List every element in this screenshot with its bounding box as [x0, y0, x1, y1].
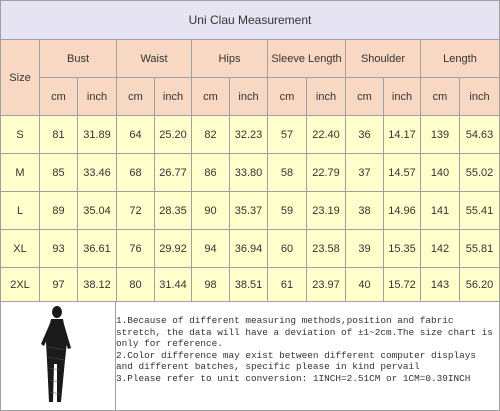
unit-header: cm: [346, 78, 384, 116]
photo-cell: [0, 302, 116, 411]
measurement: 31.89: [78, 116, 117, 154]
unit-header: inch: [78, 78, 117, 116]
measurement: 55.81: [460, 230, 500, 268]
measurement: 97: [40, 268, 78, 302]
measurement: 29.92: [155, 230, 192, 268]
measurement: 25.20: [155, 116, 192, 154]
measurement: 37: [346, 154, 384, 192]
measurement: 22.79: [307, 154, 346, 192]
notes: 1.Because of different measuring methods…: [116, 315, 498, 384]
unit-header: inch: [384, 78, 421, 116]
measurement: 38.51: [230, 268, 268, 302]
measurement: 72: [117, 192, 155, 230]
measurement: 23.97: [307, 268, 346, 302]
size-label: M: [0, 154, 40, 192]
measurement: 57: [268, 116, 307, 154]
measurement: 23.19: [307, 192, 346, 230]
measurement: 33.80: [230, 154, 268, 192]
measurement: 28.35: [155, 192, 192, 230]
unit-header: cm: [268, 78, 307, 116]
unit-header: cm: [421, 78, 460, 116]
measurement: 55.02: [460, 154, 500, 192]
measurement: 89: [40, 192, 78, 230]
measurement: 22.40: [307, 116, 346, 154]
measurement: 15.35: [384, 230, 421, 268]
measurement: 60: [268, 230, 307, 268]
title-cell: Uni Clau Measurement: [0, 0, 500, 40]
group-header: Bust: [40, 40, 117, 78]
measurement: 14.17: [384, 116, 421, 154]
measurement: 86: [192, 154, 230, 192]
ruching: [47, 346, 66, 394]
measurement: 39: [346, 230, 384, 268]
measurement: 55.41: [460, 192, 500, 230]
measurement: 31.44: [155, 268, 192, 302]
size-label: XL: [0, 230, 40, 268]
group-header: Hips: [192, 40, 268, 78]
size-label: S: [0, 116, 40, 154]
note: 1.Because of different measuring methods…: [116, 315, 493, 349]
unit-header: cm: [40, 78, 78, 116]
measurement: 90: [192, 192, 230, 230]
measurement: 93: [40, 230, 78, 268]
measurement: 33.46: [78, 154, 117, 192]
measurement: 80: [117, 268, 155, 302]
model-photo: [41, 305, 71, 402]
measurement: 36.94: [230, 230, 268, 268]
measurement: 143: [421, 268, 460, 302]
measurement: 98: [192, 268, 230, 302]
group-header: Shoulder: [346, 40, 421, 78]
note: 3.Please refer to unit conversion: 1INCH…: [116, 372, 471, 384]
measurement: 139: [421, 116, 460, 154]
measurement: 68: [117, 154, 155, 192]
group-header: Sleeve Length: [268, 40, 346, 78]
measurement: 38.12: [78, 268, 117, 302]
size-label: L: [0, 192, 40, 230]
measurement: 141: [421, 192, 460, 230]
unit-header: inch: [307, 78, 346, 116]
measurement: 61: [268, 268, 307, 302]
unit-header: cm: [117, 78, 155, 116]
unit-header: cm: [192, 78, 230, 116]
measurement: 35.04: [78, 192, 117, 230]
size-header: Size: [0, 40, 40, 116]
group-header: Waist: [117, 40, 192, 78]
measurement: 14.96: [384, 192, 421, 230]
measurement: 85: [40, 154, 78, 192]
measurement: 14.57: [384, 154, 421, 192]
measurement: 36: [346, 116, 384, 154]
measurement: 36.61: [78, 230, 117, 268]
measurement: 35.37: [230, 192, 268, 230]
measurement: 23.58: [307, 230, 346, 268]
measurement: 54.63: [460, 116, 500, 154]
measurement: 82: [192, 116, 230, 154]
measurement: 15.72: [384, 268, 421, 302]
unit-header: inch: [155, 78, 192, 116]
model-silhouette: [41, 305, 71, 402]
unit-header: inch: [230, 78, 268, 116]
measurement: 140: [421, 154, 460, 192]
measurement: 81: [40, 116, 78, 154]
measurement: 32.23: [230, 116, 268, 154]
measurement: 76: [117, 230, 155, 268]
measurement: 26.77: [155, 154, 192, 192]
measurement: 38: [346, 192, 384, 230]
measurement: 40: [346, 268, 384, 302]
measurement: 58: [268, 154, 307, 192]
measurement: 94: [192, 230, 230, 268]
size-label: 2XL: [0, 268, 40, 302]
measurement: 56.20: [460, 268, 500, 302]
measurement: 64: [117, 116, 155, 154]
measurement: 142: [421, 230, 460, 268]
unit-header: inch: [460, 78, 500, 116]
group-header: Length: [421, 40, 500, 78]
measurement: 59: [268, 192, 307, 230]
note: 2.Color difference may exist between dif…: [116, 349, 477, 373]
